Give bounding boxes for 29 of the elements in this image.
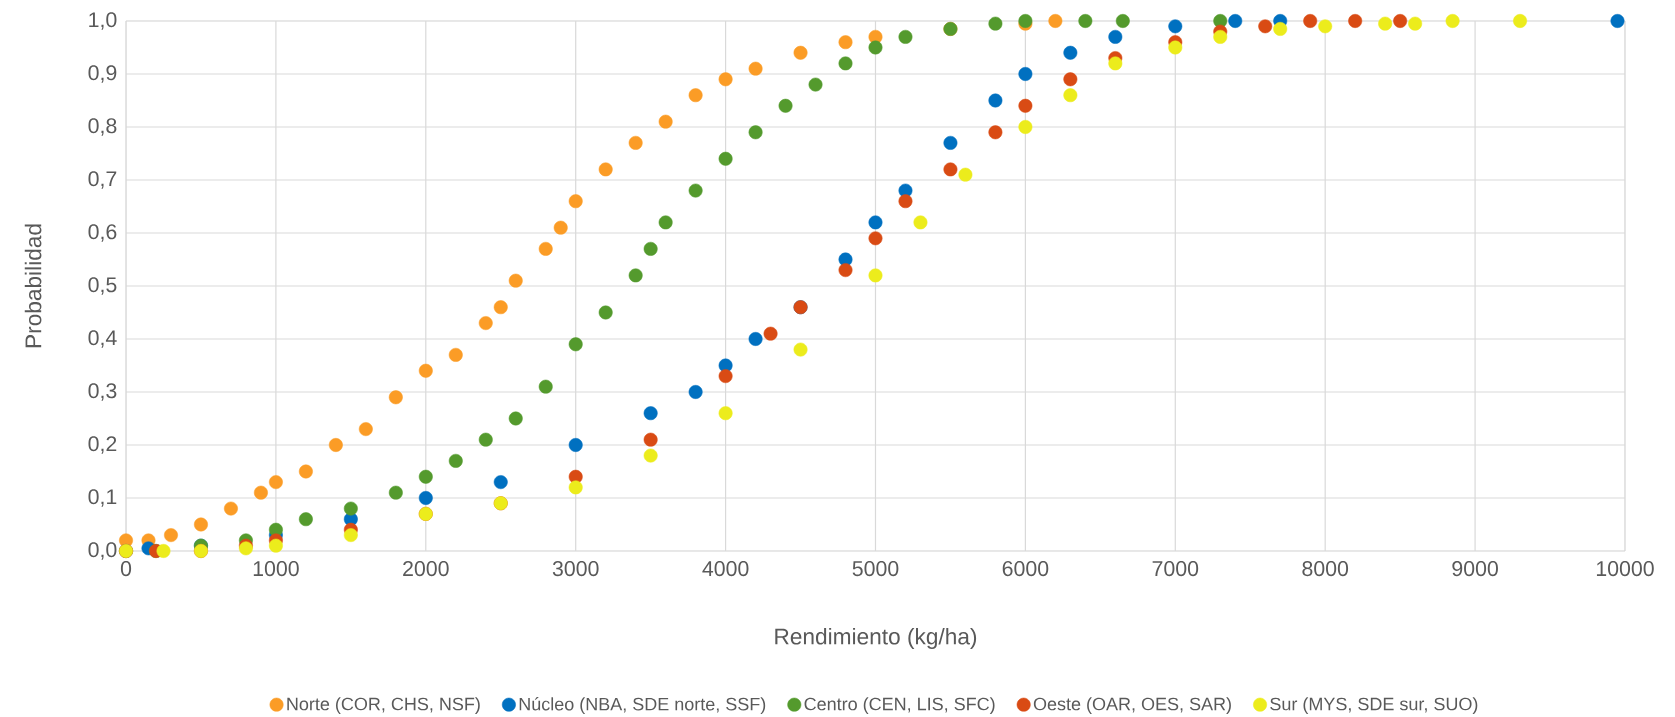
x-tick-label: 2000 [403,561,449,577]
legend-label: Núcleo (NBA, SDE norte, SSF) [519,697,766,715]
x-tick-label: 9000 [1452,561,1498,577]
y-tick-label: 0,3 [88,383,117,401]
x-tick-label: 10000 [1596,561,1654,577]
y-tick-label: 0,0 [88,542,117,560]
x-tick-label: 6000 [1002,561,1049,577]
legend-label: Norte (COR, CHS, NSF) [287,697,480,714]
x-tick-label: 4000 [702,561,749,577]
legend-label: Oeste (OAR, OES, SAR) [1033,697,1231,714]
y-tick-label: 0,4 [88,330,117,348]
y-axis-title: Probabilidad [24,224,42,348]
y-tick-label: 0,8 [88,118,117,136]
y-tick-label: 0,7 [88,171,117,189]
y-tick-label: 0,9 [88,65,117,83]
legend-label: Centro (CEN, LIS, SFC) [804,697,995,714]
x-tick-label: 5000 [852,561,899,577]
y-tick-label: 0,5 [88,277,117,295]
y-tick-label: 0,2 [88,436,117,454]
y-tick-label: 0,1 [88,489,117,507]
y-tick-label: 1,0 [89,12,117,30]
x-tick-label: 1000 [253,561,299,577]
x-axis-title: Rendimiento (kg/ha) [775,627,977,649]
x-tick-label: 8000 [1302,561,1349,577]
x-tick-label: 7000 [1152,561,1199,577]
legend-label: Sur (MYS, SDE sur, SUO) [1270,697,1478,714]
x-tick-label: 0 [120,561,132,577]
y-tick-label: 0,6 [88,224,117,242]
x-tick-label: 3000 [552,561,599,577]
